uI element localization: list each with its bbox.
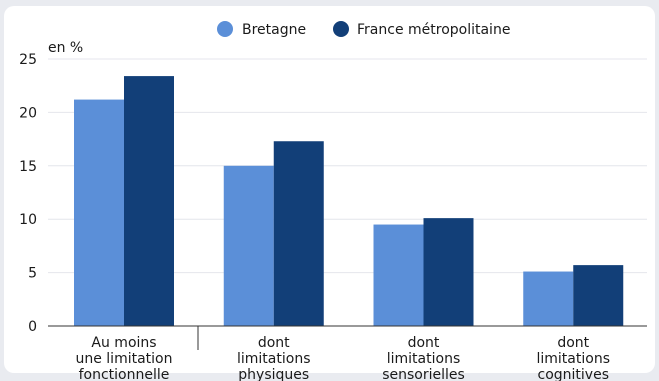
x-category-label: Au moins	[91, 335, 156, 351]
bars	[74, 76, 624, 326]
y-axis-unit: en %	[48, 40, 83, 56]
bar-bretagne-1	[74, 99, 124, 326]
bar-bretagne-2	[223, 165, 274, 326]
y-tick-label: 10	[19, 212, 37, 228]
bar-bretagne-4	[523, 271, 574, 326]
bar-france-4	[573, 265, 624, 326]
bar-france-2	[273, 141, 324, 326]
x-category-label: dont	[258, 335, 290, 351]
legend: Bretagne France métropolitaine	[217, 21, 510, 38]
legend-label-france: France métropolitaine	[357, 22, 510, 38]
x-category-label: limitations	[237, 351, 311, 367]
legend-swatch-france	[333, 21, 349, 37]
bar-france-1	[124, 76, 174, 326]
bar-bretagne-3	[373, 224, 424, 326]
x-category-label: dont	[557, 335, 589, 351]
x-category-label: dont	[408, 335, 440, 351]
x-category-label: limitations	[537, 351, 611, 367]
x-category-label: fonctionnelle	[79, 367, 170, 381]
x-category-label: une limitation	[75, 351, 172, 367]
y-tick-label: 15	[19, 159, 37, 175]
x-category-label: cognitives	[538, 367, 609, 381]
legend-swatch-bretagne	[217, 21, 233, 37]
y-tick-label: 25	[19, 52, 37, 68]
y-tick-label: 5	[28, 266, 37, 282]
legend-label-bretagne: Bretagne	[242, 22, 306, 38]
bar-france-3	[423, 218, 474, 326]
x-category-label: sensorielles	[382, 367, 465, 381]
x-category-label: physiques	[238, 367, 309, 381]
y-tick-label: 20	[19, 105, 37, 121]
y-tick-label: 0	[28, 319, 37, 335]
x-category-label: limitations	[387, 351, 461, 367]
